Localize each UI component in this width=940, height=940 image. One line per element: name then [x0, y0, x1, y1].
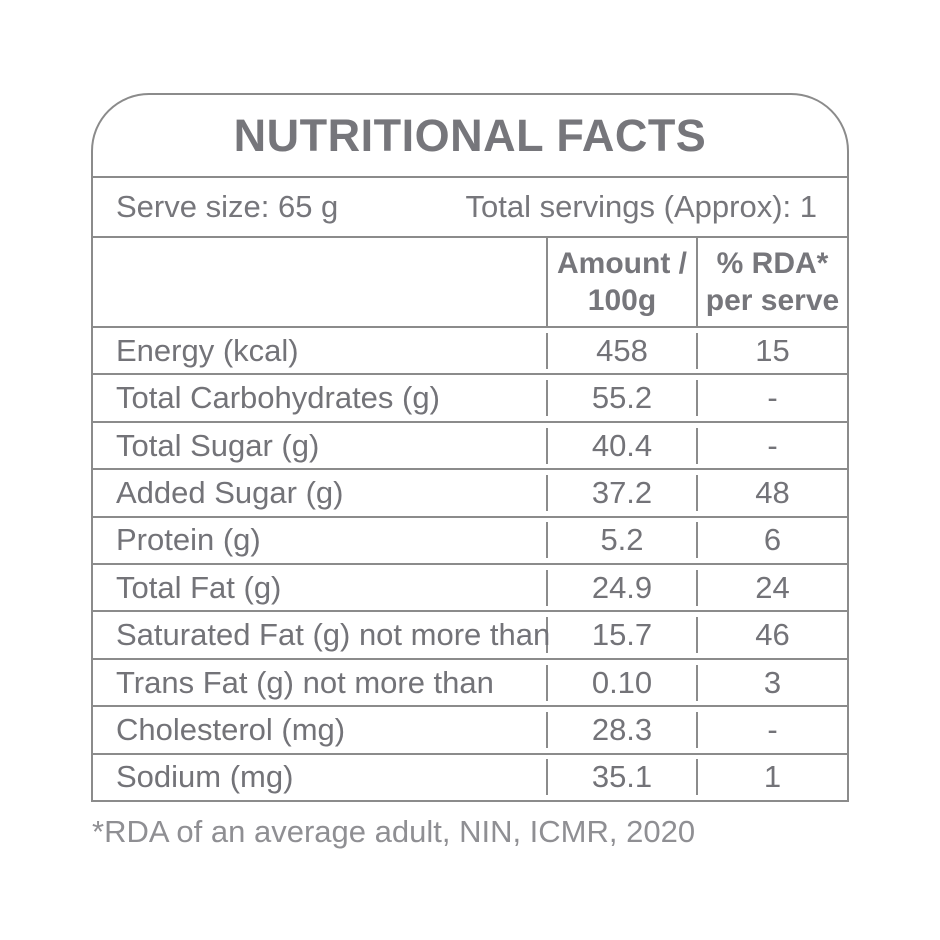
row-label: Total Fat (g)	[93, 569, 548, 606]
rda-value: 15	[755, 332, 790, 368]
amount-header-line2: 100g	[587, 284, 657, 317]
rda-value: 6	[763, 522, 782, 558]
nutrient-column-header	[93, 238, 548, 326]
rda-column-header: % RDA* per serve	[698, 238, 847, 326]
row-label: Trans Fat (g) not more than	[93, 664, 548, 701]
table-row: Total Carbohydrates (g) 55.2 -	[93, 375, 847, 423]
table-row: Added Sugar (g) 37.2 48	[93, 470, 847, 518]
amount-value: 15.7	[548, 617, 698, 654]
rda-value: 48	[755, 474, 790, 510]
row-label: Energy (kcal)	[93, 332, 548, 369]
row-label: Total Carbohydrates (g)	[93, 380, 548, 417]
table-row: Trans Fat (g) not more than 0.10 3	[93, 660, 847, 708]
rda-value: -	[767, 711, 778, 747]
row-label: Sodium (mg)	[93, 759, 548, 796]
row-label: Saturated Fat (g) not more than	[93, 617, 550, 654]
rda-value: 46	[755, 617, 790, 653]
row-label: Added Sugar (g)	[93, 474, 548, 511]
table-row: Total Sugar (g) 40.4 -	[93, 423, 847, 471]
page-title: NUTRITIONAL FACTS	[233, 109, 707, 161]
table-row: Cholesterol (mg) 28.3 -	[93, 707, 847, 755]
rda-value: 24	[755, 569, 790, 605]
serve-info-row: Serve size: 65 g Total servings (Approx)…	[93, 178, 847, 238]
table-row: Energy (kcal) 458 15	[93, 328, 847, 376]
serve-size-label: Serve size: 65 g	[116, 189, 339, 224]
amount-value: 24.9	[548, 569, 698, 606]
rda-value: 1	[763, 759, 782, 795]
total-servings-label: Total servings (Approx): 1	[465, 189, 817, 224]
amount-value: 28.3	[548, 711, 698, 748]
amount-value: 40.4	[548, 427, 698, 464]
table-header-row: Amount / 100g % RDA* per serve	[93, 238, 847, 328]
amount-value: 37.2	[548, 474, 698, 511]
amount-column-header: Amount / 100g	[548, 238, 698, 326]
row-label: Total Sugar (g)	[93, 427, 548, 464]
rda-value: -	[767, 427, 778, 463]
nutrition-panel: NUTRITIONAL FACTS Serve size: 65 g Total…	[91, 93, 849, 802]
table-row: Total Fat (g) 24.9 24	[93, 565, 847, 613]
amount-header-line1: Amount /	[557, 246, 687, 280]
amount-value: 55.2	[548, 380, 698, 417]
amount-value: 5.2	[548, 522, 698, 559]
amount-value: 0.10	[548, 664, 698, 701]
rda-value: -	[767, 380, 778, 416]
table-row: Sodium (mg) 35.1 1	[93, 755, 847, 800]
rda-footnote: *RDA of an average adult, NIN, ICMR, 202…	[92, 814, 696, 849]
table-row: Protein (g) 5.2 6	[93, 518, 847, 566]
rda-header-line1: % RDA*	[716, 246, 829, 280]
rda-value: 3	[763, 664, 782, 700]
amount-value: 458	[548, 332, 698, 369]
title-section: NUTRITIONAL FACTS	[93, 95, 847, 178]
row-label: Cholesterol (mg)	[93, 711, 548, 748]
table-row: Saturated Fat (g) not more than 15.7 46	[93, 612, 847, 660]
rda-header-line2: per serve	[705, 284, 840, 317]
nutrition-table: Amount / 100g % RDA* per serve Energy (k…	[93, 238, 847, 800]
amount-value: 35.1	[548, 759, 698, 796]
row-label: Protein (g)	[93, 522, 548, 559]
